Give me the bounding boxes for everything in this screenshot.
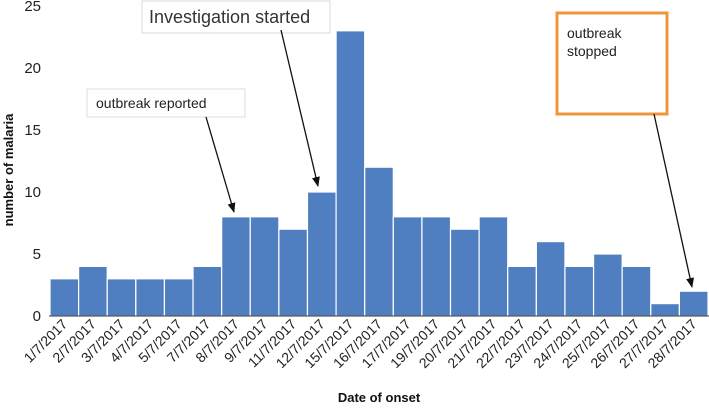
- bar-28-7-2017: [678, 290, 709, 317]
- annotation-investigation-started: Investigation started: [141, 0, 331, 187]
- annotation-outbreak-reported: outbreak reported: [86, 88, 246, 213]
- annotation-outbreak-stopped: outbreak stopped: [555, 11, 694, 288]
- bar-24-7-2017: [564, 265, 595, 317]
- y-tick-label: 20: [24, 60, 41, 77]
- bar-25-7-2017: [592, 253, 623, 317]
- bar-27-7-2017: [650, 303, 680, 317]
- y-tick-label: 0: [33, 308, 41, 325]
- bar-12-7-2017: [306, 191, 337, 317]
- bar-2-7-2017: [78, 265, 108, 317]
- y-tick-label: 15: [24, 122, 41, 139]
- y-tick-label: 5: [33, 246, 41, 263]
- annotation-text-line-2: stopped: [567, 43, 617, 59]
- bar-7-7-2017: [192, 265, 223, 317]
- bar-23-7-2017: [535, 241, 566, 317]
- y-axis-title: number of malaria: [1, 113, 16, 226]
- bar-9-7-2017: [249, 216, 280, 317]
- bar-4-7-2017: [135, 278, 166, 317]
- annotation-box: [141, 0, 331, 34]
- y-tick-label: 10: [24, 184, 41, 201]
- annotation-box: [86, 88, 246, 118]
- bar-11-7-2017: [278, 228, 309, 317]
- annotation-arrow: [280, 29, 320, 187]
- bar-19-7-2017: [421, 216, 452, 317]
- bar-16-7-2017: [364, 166, 394, 317]
- bar-26-7-2017: [621, 265, 652, 317]
- annotation-text-line-1: outbreak: [567, 25, 622, 41]
- bar-15-7-2017: [335, 30, 366, 317]
- x-axis-title: Date of onset: [338, 390, 421, 405]
- bar-8-7-2017: [221, 216, 251, 317]
- annotation-arrow: [653, 113, 694, 288]
- annotation-text: outbreak stopped: [567, 25, 625, 59]
- bar-21-7-2017: [478, 216, 509, 317]
- annotation-arrow: [205, 116, 236, 213]
- annotation-text: Investigation started: [149, 7, 310, 27]
- bar-3-7-2017: [106, 278, 137, 317]
- annotation-text: outbreak reported: [96, 95, 207, 111]
- bar-22-7-2017: [507, 265, 537, 317]
- annotation-box: [555, 11, 669, 116]
- bar-1-7-2017: [49, 278, 80, 317]
- bar-5-7-2017: [163, 278, 194, 317]
- bar-17-7-2017: [392, 216, 423, 317]
- y-tick-label: 25: [24, 0, 41, 15]
- bar-20-7-2017: [449, 228, 480, 317]
